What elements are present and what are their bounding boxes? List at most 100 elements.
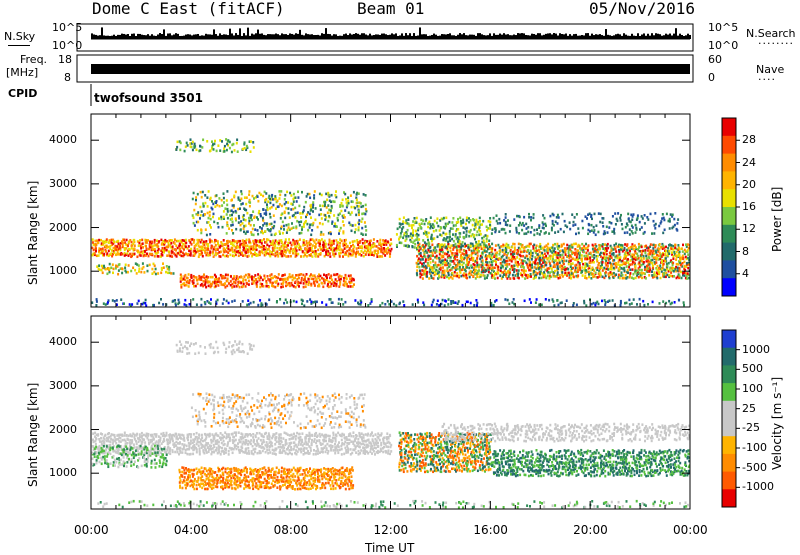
heatmap-cell: [227, 274, 229, 277]
heatmap-cell: [376, 240, 378, 243]
heatmap-cell: [429, 271, 431, 274]
heatmap-cell: [509, 277, 511, 280]
heatmap-cell: [584, 275, 586, 278]
heatmap-cell: [174, 238, 176, 241]
heatmap-cell: [583, 255, 585, 258]
heatmap-cell: [258, 210, 260, 213]
heatmap-cell: [462, 221, 464, 224]
heatmap-cell: [433, 237, 435, 240]
heatmap-cell: [687, 253, 689, 256]
heatmap-cell: [522, 244, 524, 247]
heatmap-cell: [554, 231, 556, 234]
heatmap-cell: [298, 243, 300, 246]
heatmap-cell: [103, 265, 105, 268]
heatmap-cell: [202, 139, 204, 142]
heatmap-cell: [353, 191, 355, 194]
heatmap-cell: [410, 240, 412, 243]
heatmap-cell: [661, 246, 663, 249]
heatmap-cell: [523, 272, 525, 275]
heatmap-cell: [217, 299, 219, 302]
heatmap-cell: [271, 194, 273, 197]
heatmap-cell: [534, 262, 536, 265]
heatmap-cell: [267, 208, 269, 211]
heatmap-cell: [420, 258, 422, 261]
heatmap-cell: [551, 246, 553, 249]
heatmap-cell: [426, 275, 428, 278]
heatmap-cell: [612, 248, 614, 251]
heatmap-cell: [632, 232, 634, 235]
heatmap-cell: [227, 245, 229, 248]
heatmap-cell: [308, 281, 310, 284]
heatmap-cell: [447, 251, 449, 254]
nsky-baseline: [91, 38, 690, 40]
heatmap-cell: [283, 281, 285, 284]
heatmap-cell: [574, 223, 576, 226]
heatmap-cell: [523, 224, 525, 227]
heatmap-cell: [154, 248, 156, 251]
heatmap-cell: [244, 254, 246, 257]
heatmap-cell: [420, 255, 422, 258]
heatmap-cell: [530, 243, 532, 246]
heatmap-cell: [626, 265, 628, 268]
heatmap-cell: [296, 220, 298, 223]
heatmap-cell: [315, 250, 317, 253]
heatmap-cell: [274, 247, 276, 250]
heatmap-cell: [544, 223, 546, 226]
heatmap-cell: [551, 268, 553, 271]
heatmap-cell: [598, 262, 600, 265]
heatmap-cell: [288, 282, 290, 285]
heatmap-cell: [233, 195, 235, 198]
heatmap-cell: [288, 238, 290, 241]
heatmap-cell: [517, 272, 519, 275]
heatmap-cell: [530, 275, 532, 278]
heatmap-cell: [344, 301, 346, 304]
heatmap-cell: [346, 283, 348, 286]
heatmap-cell: [376, 245, 378, 248]
heatmap-cell: [351, 230, 353, 233]
heatmap-cell: [257, 218, 259, 221]
heatmap-cell: [418, 263, 420, 266]
heatmap-cell: [243, 214, 245, 217]
heatmap-cell: [526, 255, 528, 258]
heatmap-cell: [459, 263, 461, 266]
heatmap-cell: [326, 248, 328, 251]
heatmap-cell: [489, 221, 491, 224]
heatmap-cell: [498, 218, 500, 221]
heatmap-cell: [166, 254, 168, 257]
heatmap-cell: [246, 239, 248, 242]
heatmap-cell: [268, 286, 270, 289]
heatmap-cell: [331, 221, 333, 224]
heatmap-cell: [636, 270, 638, 273]
heatmap-cell: [296, 200, 298, 203]
heatmap-cell: [238, 215, 240, 218]
heatmap-cell: [206, 252, 208, 255]
heatmap-cell: [171, 239, 173, 242]
heatmap-cell: [387, 251, 389, 254]
heatmap-cell: [101, 433, 103, 436]
heatmap-cell: [352, 240, 354, 243]
heatmap-cell: [93, 243, 95, 246]
heatmap-cell: [259, 250, 261, 253]
heatmap-cell: [97, 433, 99, 436]
heatmap-cell: [206, 300, 208, 303]
heatmap-cell: [658, 225, 660, 228]
heatmap-cell: [578, 232, 580, 235]
heatmap-cell: [452, 227, 454, 230]
heatmap-cell: [591, 224, 593, 227]
heatmap-cell: [588, 273, 590, 276]
heatmap-cell: [367, 249, 369, 252]
heatmap-cell: [540, 277, 542, 280]
heatmap-cell: [535, 301, 537, 304]
heatmap-cell: [439, 234, 441, 237]
heatmap-cell: [342, 220, 344, 223]
heatmap-cell: [253, 234, 255, 237]
heatmap-cell: [645, 249, 647, 252]
heatmap-cell: [670, 247, 672, 250]
heatmap-cell: [491, 243, 493, 246]
heatmap-cell: [197, 283, 199, 286]
heatmap-cell: [507, 299, 509, 302]
heatmap-cell: [373, 243, 375, 246]
heatmap-cell: [444, 258, 446, 261]
heatmap-cell: [460, 275, 462, 278]
heatmap-cell: [687, 243, 689, 246]
